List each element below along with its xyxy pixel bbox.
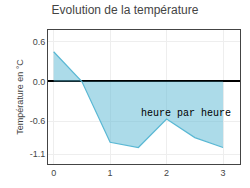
svg-text:2: 2	[164, 168, 169, 178]
svg-text:0.0: 0.0	[33, 77, 46, 87]
svg-text:1: 1	[108, 168, 113, 178]
svg-text:0.6: 0.6	[33, 37, 46, 47]
svg-text:heure par heure: heure par heure	[141, 108, 231, 119]
svg-text:-1.1: -1.1	[30, 149, 46, 159]
svg-text:Température en °C: Température en °C	[15, 59, 25, 135]
svg-text:0: 0	[51, 168, 56, 178]
svg-text:Evolution de la température: Evolution de la température	[52, 3, 199, 17]
svg-text:3: 3	[221, 168, 226, 178]
svg-text:-0.6: -0.6	[30, 116, 46, 126]
